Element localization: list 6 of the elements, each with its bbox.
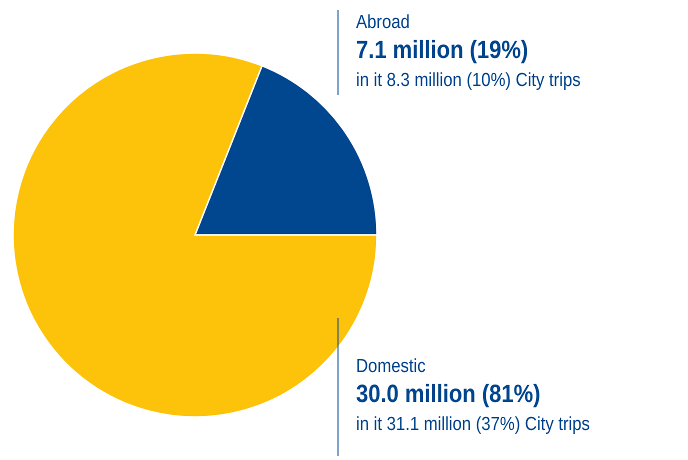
text: in it 8.3 million (10%) City trips <box>356 69 581 90</box>
slice-label: Domestic <box>356 355 426 376</box>
text: in it 31.1 million (37%) City trips <box>356 413 590 434</box>
data-label: 30.0 million (81%) <box>356 380 540 408</box>
data-label: 7.1 million (19%) <box>356 36 528 64</box>
slice-label: Abroad <box>356 11 410 32</box>
